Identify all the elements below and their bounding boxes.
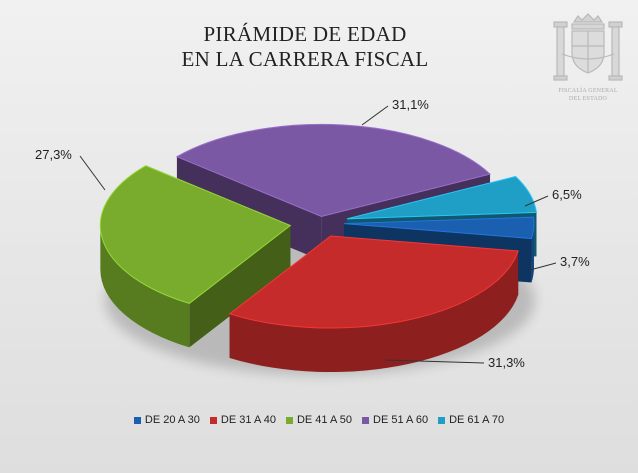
pie-labels: 3,7% 31,3% 27,3% 31,1% 6,5% (35, 97, 590, 370)
pie-slice-de-61-a-70 (346, 175, 538, 220)
leader-line (384, 359, 485, 364)
legend-label: DE 20 A 30 (144, 414, 200, 426)
pie-slice-de-20-a-30 (343, 216, 535, 240)
coat-of-arms-icon: FISCALÍA GENERAL DEL ESTADO (548, 10, 628, 110)
legend-item: DE 51 A 60 (362, 414, 428, 426)
legend-swatch (438, 416, 446, 424)
legend-label: DE 51 A 60 (373, 414, 429, 426)
legend-item: DE 61 A 70 (438, 414, 504, 426)
pie-slice-side (229, 250, 519, 373)
legend-swatch (209, 416, 217, 424)
emblem-org-line-2: DEL ESTADO (568, 96, 608, 102)
leader-line (361, 105, 389, 126)
title-line-1: PIRÁMIDE DE EDAD (203, 22, 407, 46)
pie-slice-de-31-a-40 (228, 235, 519, 329)
title-line-2: EN LA CARRERA FISCAL (181, 47, 429, 71)
pie-tops (99, 123, 538, 329)
data-label: 31,3% (488, 355, 525, 370)
chart-legend: DE 20 A 30 DE 31 A 40 DE 41 A 50 DE 51 A… (0, 414, 638, 426)
pie-slice-de-51-a-60 (175, 123, 492, 217)
legend-swatch (133, 416, 141, 424)
legend-label: DE 31 A 40 (220, 414, 276, 426)
data-label: 31,1% (392, 97, 429, 112)
legend-label: DE 61 A 70 (449, 414, 505, 426)
data-label: 27,3% (35, 147, 72, 162)
legend-item: DE 31 A 40 (209, 414, 276, 426)
data-label: 6,5% (552, 187, 582, 202)
data-label: 3,7% (560, 254, 590, 269)
chart-title: PIRÁMIDE DE EDAD EN LA CARRERA FISCAL (140, 22, 470, 72)
legend-item: DE 41 A 50 (285, 414, 353, 426)
leader-line (524, 195, 549, 207)
leader-line (529, 262, 557, 271)
pie-slice-de-41-a-50 (99, 165, 292, 304)
legend-swatch (285, 416, 293, 424)
emblem-drawing (553, 13, 623, 81)
leader-line (79, 155, 106, 191)
legend-swatch (362, 416, 370, 424)
emblem-org-line-1: FISCALÍA GENERAL (558, 88, 618, 94)
pie-slice-side (100, 225, 190, 348)
legend-label: DE 41 A 50 (296, 414, 353, 426)
pie-slice-side (531, 223, 534, 283)
legend-item: DE 20 A 30 (133, 414, 200, 426)
